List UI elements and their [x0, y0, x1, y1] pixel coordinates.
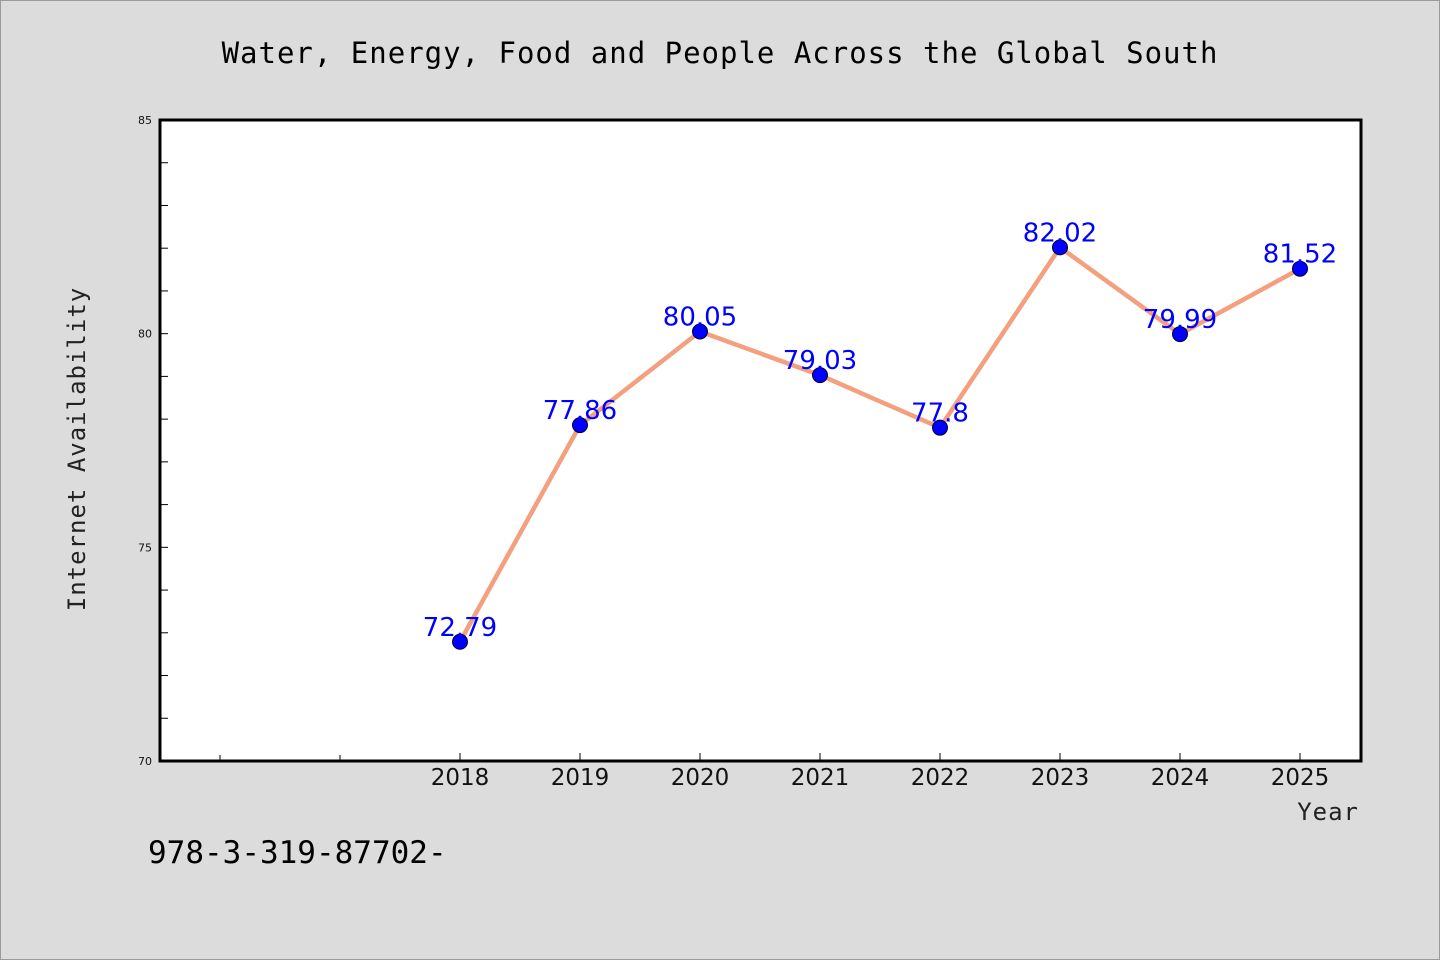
chart-title: Water, Energy, Food and People Across th… — [222, 36, 1219, 70]
data-point — [572, 417, 588, 434]
data-label: 79.03 — [783, 346, 857, 376]
y-minor-ticks — [160, 162, 168, 719]
x-tick-label: 2020 — [671, 765, 730, 791]
x-axis-label: Year — [1297, 798, 1359, 826]
plot-area — [158, 118, 1363, 763]
series-internet-availability — [452, 239, 1308, 650]
x-tick-label: 2023 — [1031, 765, 1090, 791]
x-tick-label: 2025 — [1271, 765, 1330, 791]
data-label: 82.02 — [1023, 218, 1097, 248]
y-tick-label: 75 — [138, 541, 152, 554]
series-line — [457, 245, 1303, 645]
data-point — [932, 419, 948, 436]
y-tick-label: 80 — [138, 328, 152, 341]
data-label: 79.99 — [1143, 305, 1217, 335]
x-tick-label: 2018 — [431, 765, 490, 791]
data-point — [1292, 260, 1308, 277]
data-label: 72.79 — [423, 613, 497, 643]
data-label: 80.05 — [663, 303, 737, 333]
data-labels: 72.79 77.86 80.05 79.03 77.8 82.02 79.99 81.52 — [423, 218, 1337, 642]
y-axis-label: Internet Availability — [63, 287, 91, 611]
x-tick-label: 2022 — [911, 765, 970, 791]
x-axis-ticks: 2018 2019 2020 2021 2022 2023 2024 2025 — [219, 753, 1330, 791]
x-tick-label: 2024 — [1151, 765, 1210, 791]
data-point — [1172, 326, 1188, 343]
y-tick-label: 70 — [138, 755, 152, 768]
data-point — [452, 633, 468, 650]
y-tick-label: 85 — [138, 114, 152, 127]
y-axis-ticks: 70 75 80 85 — [138, 114, 168, 768]
data-label: 77.8 — [911, 399, 969, 429]
data-label: 77.86 — [543, 396, 617, 426]
x-tick-label: 2021 — [791, 765, 850, 791]
data-point — [1052, 239, 1068, 256]
data-point — [812, 367, 828, 384]
x-tick-label: 2019 — [551, 765, 610, 791]
footer-code: 978-3-319-87702- — [148, 835, 447, 871]
data-point — [692, 323, 708, 340]
data-label: 81.52 — [1263, 240, 1337, 270]
